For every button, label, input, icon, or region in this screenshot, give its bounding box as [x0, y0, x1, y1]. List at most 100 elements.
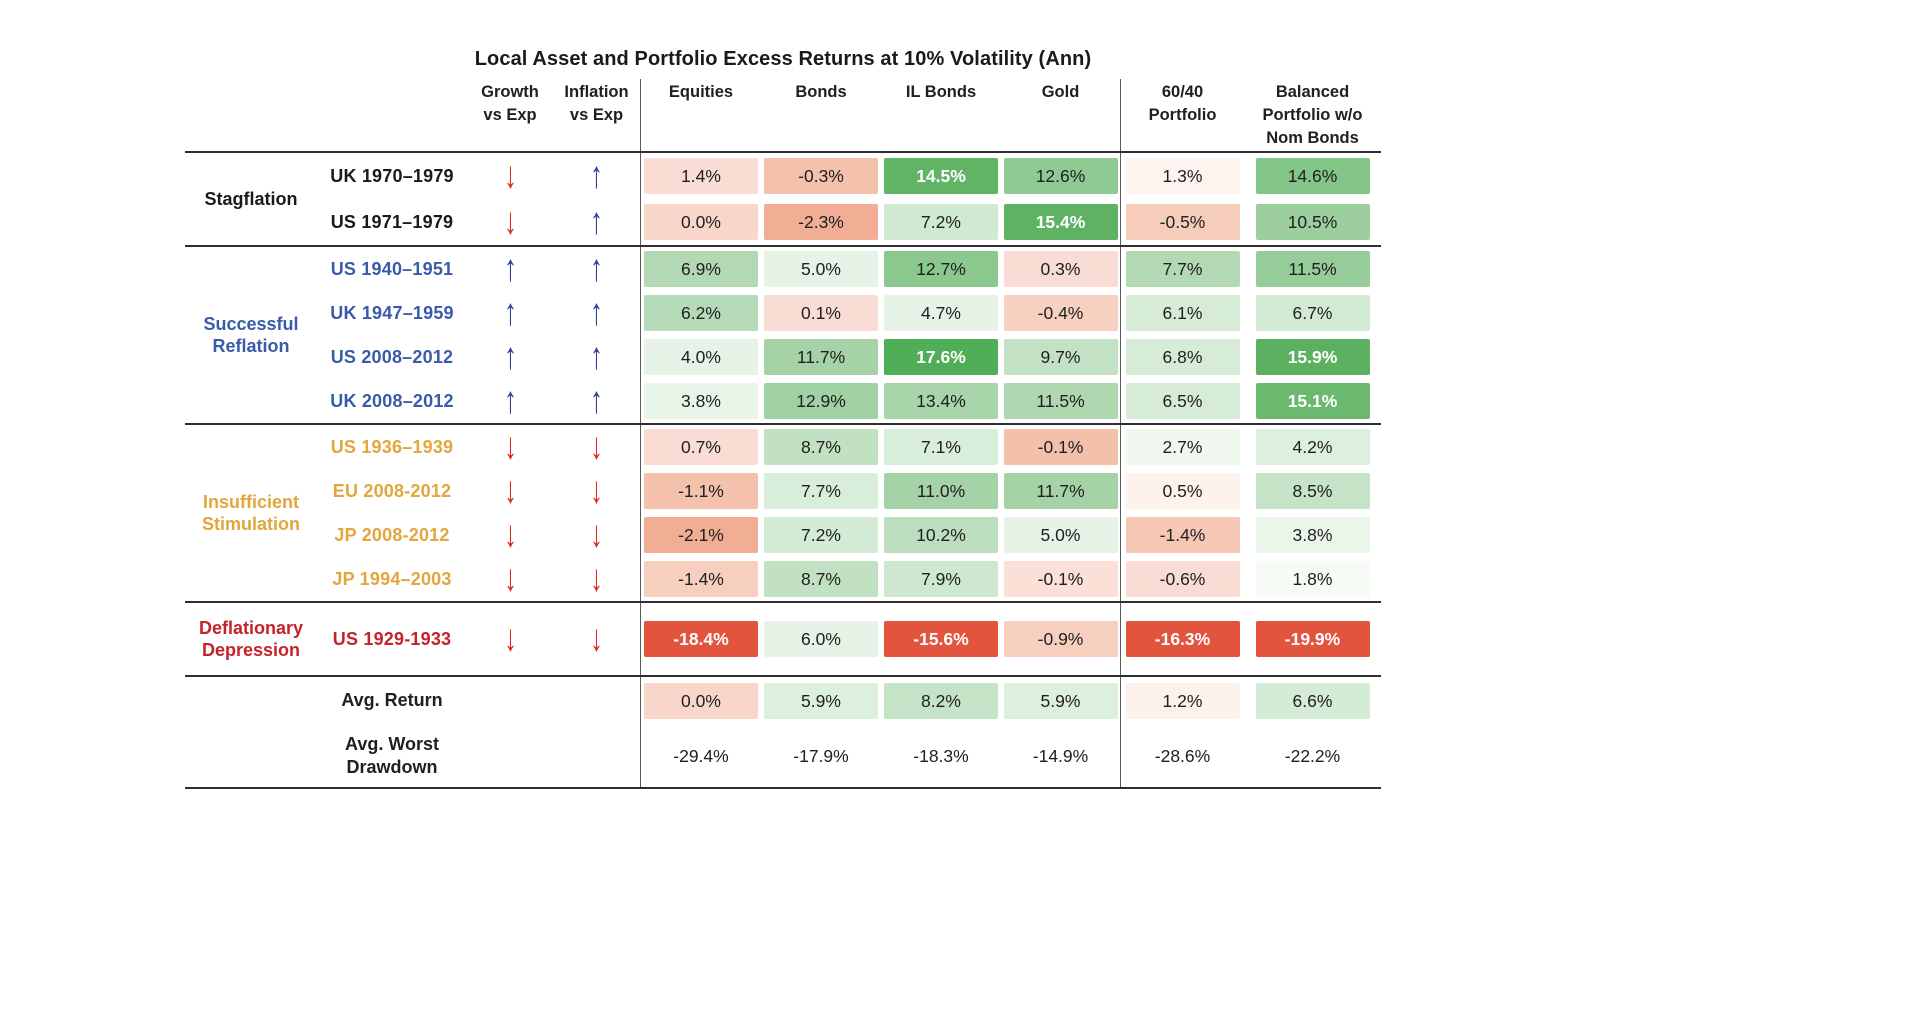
summary-spacer: [467, 725, 553, 787]
column-header-balanced-portfolio: Balanced Portfolio w/o Nom Bonds: [1262, 83, 1363, 148]
column-header-inflation: Inflation vs Exp: [553, 79, 641, 151]
value-cell: 7.1%: [884, 429, 998, 465]
value-cell: 13.4%: [884, 383, 998, 419]
chart-title: Local Asset and Portfolio Excess Returns…: [474, 48, 1092, 70]
up-arrow-icon: ↑: [590, 291, 603, 333]
value-cell: 0.0%: [644, 683, 758, 719]
value-cell-wrap: -0.3%: [761, 153, 881, 199]
value-cell-wrap: 9.7%: [1001, 335, 1121, 379]
value-cell: 15.1%: [1255, 383, 1370, 419]
summary-spacer: [553, 725, 641, 787]
drawdown-value: -18.3%: [913, 745, 969, 766]
up-arrow-icon: ↑: [590, 379, 603, 421]
value-cell-wrap: 2.7%: [1121, 425, 1244, 469]
value-cell-wrap: 4.0%: [641, 335, 761, 379]
value-cell-wrap: 8.2%: [881, 677, 1001, 725]
value-cell-wrap: 1.2%: [1121, 677, 1244, 725]
growth-inflation-cell: ↑: [467, 247, 553, 291]
value-cell: 0.1%: [764, 295, 878, 331]
value-cell: 7.9%: [884, 561, 998, 597]
drawdown-value: -28.6%: [1154, 745, 1211, 766]
value-cell: 5.9%: [764, 683, 878, 719]
row-label: JP 1994–2003: [332, 568, 452, 589]
value-cell: 15.9%: [1255, 339, 1370, 375]
down-arrow-icon: ↓: [590, 557, 603, 599]
value-cell-wrap: 6.5%: [1121, 379, 1244, 423]
value-cell: 1.3%: [1125, 158, 1240, 194]
value-cell-wrap: 3.8%: [641, 379, 761, 423]
value-cell-wrap: -2.3%: [761, 199, 881, 245]
growth-inflation-cell: ↓: [467, 425, 553, 469]
value-cell-wrap: 11.5%: [1001, 379, 1121, 423]
value-cell: 9.7%: [1003, 339, 1118, 375]
summary-block: Avg. Return 0.0% 5.9% 8.2% 5.9% 1.2% 6.6% Avg. …: [185, 677, 1381, 789]
growth-inflation-cell: ↓: [553, 469, 641, 513]
row-label: US 2008–2012: [330, 346, 454, 367]
value-cell-wrap: -18.4%: [641, 603, 761, 675]
value-cell: 11.0%: [884, 473, 998, 509]
down-arrow-icon: ↓: [503, 200, 517, 242]
value-cell: -0.1%: [1003, 561, 1118, 597]
value-cell: 10.5%: [1255, 204, 1370, 240]
group-label: Insufficient Stimulation: [202, 491, 300, 535]
summary-spacer: [553, 677, 641, 725]
column-header-il-bonds: IL Bonds: [905, 83, 977, 101]
growth-inflation-cell: ↑: [553, 247, 641, 291]
summary-row-label: Avg. Worst Drawdown: [344, 733, 439, 777]
value-cell-wrap: 15.1%: [1244, 379, 1381, 423]
value-cell: 11.7%: [1003, 473, 1118, 509]
value-cell: 6.2%: [644, 295, 758, 331]
header-spacer-label: [317, 79, 467, 151]
value-cell-wrap: -1.4%: [1121, 513, 1244, 557]
value-cell-wrap: 13.4%: [881, 379, 1001, 423]
value-cell: 11.5%: [1255, 251, 1370, 287]
group-block-stagflation: Stagflation UK 1970–1979 ↓ ↑ 1.4% -0.3% 14.5% 1…: [185, 153, 1381, 247]
up-arrow-icon: ↑: [503, 335, 517, 377]
value-cell-wrap: 6.8%: [1121, 335, 1244, 379]
value-cell: -1.1%: [644, 473, 758, 509]
down-arrow-icon: ↓: [503, 557, 517, 599]
growth-inflation-cell: ↓: [553, 603, 641, 675]
down-arrow-icon: ↓: [503, 469, 517, 511]
drawdown-value: -22.2%: [1284, 745, 1341, 766]
value-cell: 6.9%: [644, 251, 758, 287]
value-cell-wrap: 11.7%: [761, 335, 881, 379]
value-cell-wrap: -0.5%: [1121, 199, 1244, 245]
value-cell-wrap: 1.3%: [1121, 153, 1244, 199]
header-spacer-group: [185, 79, 317, 151]
value-cell: 5.0%: [764, 251, 878, 287]
row-label: EU 2008-2012: [332, 480, 452, 501]
value-cell-wrap: 7.7%: [761, 469, 881, 513]
down-arrow-icon: ↓: [503, 617, 517, 659]
growth-inflation-cell: ↓: [553, 513, 641, 557]
row-label: US 1936–1939: [330, 436, 454, 457]
down-arrow-icon: ↓: [503, 154, 517, 196]
value-cell-wrap: 10.5%: [1244, 199, 1381, 245]
value-cell-wrap: -0.1%: [1001, 425, 1121, 469]
value-cell-wrap: -18.3%: [881, 725, 1001, 787]
value-cell-wrap: 12.9%: [761, 379, 881, 423]
value-cell-wrap: -0.4%: [1001, 291, 1121, 335]
down-arrow-icon: ↓: [590, 425, 603, 467]
group-block-successful: Successful Reflation US 1940–1951 ↑ ↑ 6.9% 5.…: [185, 247, 1381, 425]
value-cell: -0.3%: [764, 158, 878, 194]
value-cell-wrap: 3.8%: [1244, 513, 1381, 557]
value-cell-wrap: 14.6%: [1244, 153, 1381, 199]
value-cell: -18.4%: [644, 621, 758, 657]
value-cell: 5.9%: [1003, 683, 1118, 719]
value-cell-wrap: -1.4%: [641, 557, 761, 601]
growth-inflation-cell: ↓: [553, 557, 641, 601]
value-cell: -0.9%: [1003, 621, 1118, 657]
value-cell: 0.7%: [644, 429, 758, 465]
growth-inflation-cell: ↑: [553, 199, 641, 245]
value-cell: 6.8%: [1125, 339, 1240, 375]
growth-inflation-cell: ↓: [467, 469, 553, 513]
value-cell-wrap: 11.5%: [1244, 247, 1381, 291]
value-cell-wrap: -29.4%: [641, 725, 761, 787]
value-cell-wrap: 15.4%: [1001, 199, 1121, 245]
value-cell-wrap: 5.0%: [761, 247, 881, 291]
value-cell: 3.8%: [1255, 517, 1370, 553]
value-cell-wrap: 12.6%: [1001, 153, 1121, 199]
value-cell: 15.4%: [1003, 204, 1118, 240]
value-cell: 12.7%: [884, 251, 998, 287]
